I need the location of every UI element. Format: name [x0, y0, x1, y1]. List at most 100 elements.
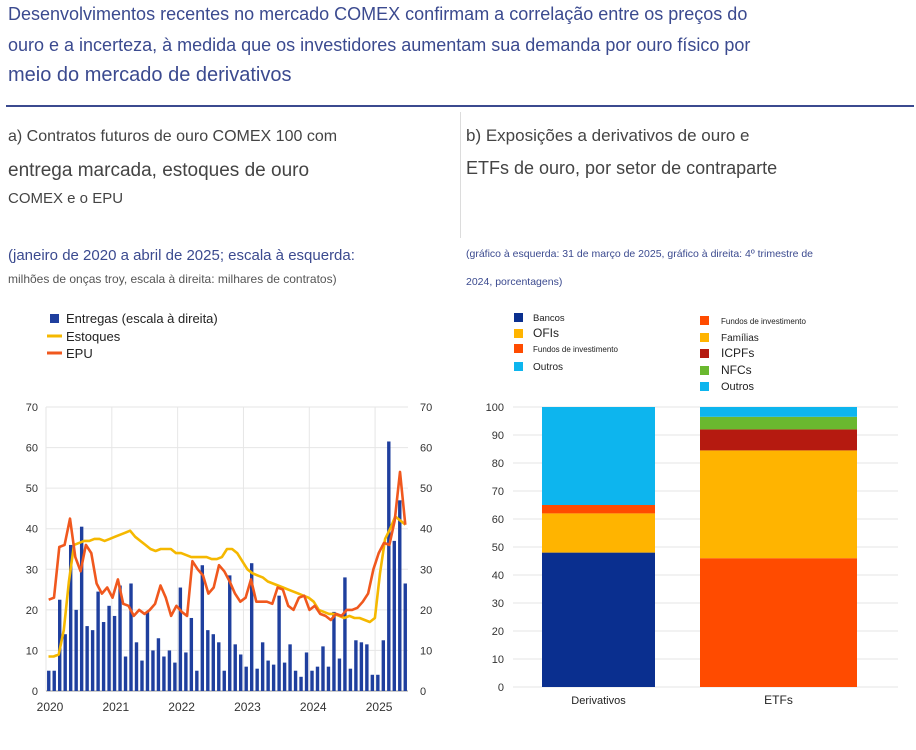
bar-entregas [310, 670, 314, 691]
bar-entregas [129, 583, 133, 691]
bar-entregas [47, 670, 51, 691]
y-right-tick: 40 [420, 524, 432, 536]
line-estoques [48, 515, 407, 658]
y-left-tick: 20 [26, 605, 38, 617]
y-right-tick: 10 [420, 645, 432, 657]
bar-entregas [211, 634, 215, 691]
bar-entregas [299, 676, 303, 691]
bar-entregas [200, 565, 205, 691]
bar-entregas [90, 630, 95, 691]
y-left-tick: 10 [26, 645, 38, 657]
y-left-tick: 30 [26, 564, 38, 576]
stack-segment-fundos-de-investimento [700, 558, 857, 687]
y-tick-b: 0 [498, 682, 504, 694]
bar-entregas [140, 660, 144, 691]
bar-entregas [376, 674, 380, 691]
bar-entregas [332, 611, 336, 691]
bar-entregas [96, 591, 100, 691]
bar-entregas [343, 577, 347, 691]
bar-entregas [156, 638, 161, 691]
bar-entregas [206, 630, 210, 691]
bar-entregas [365, 644, 369, 691]
category-label: Derivativos [571, 695, 626, 707]
bar-entregas [387, 441, 391, 691]
bar-entregas [304, 652, 309, 691]
bar-entregas [277, 595, 281, 691]
bar-entregas [52, 670, 56, 691]
y-tick-b: 20 [492, 626, 504, 638]
bar-entregas [184, 652, 188, 691]
bar-entregas [228, 575, 232, 691]
y-right-tick: 20 [420, 605, 432, 617]
bar-entregas [403, 583, 407, 691]
line-epu [48, 470, 407, 622]
legend-left-label: Outros [533, 362, 563, 373]
panel-b-note-line-2: 2024, porcentagens) [466, 276, 563, 288]
y-tick-b: 50 [492, 542, 504, 554]
bar-entregas [151, 650, 155, 691]
stack-segment-outros [700, 407, 857, 417]
legend-swatch-entregas [50, 314, 59, 323]
y-left-tick: 0 [32, 686, 38, 698]
y-tick-b: 10 [492, 654, 504, 666]
y-left-tick: 40 [26, 524, 38, 536]
title-divider [6, 105, 914, 107]
bar-entregas [359, 642, 364, 691]
legend-left-label: OFIs [533, 326, 559, 340]
legend-right-swatch [700, 382, 709, 391]
bar-entregas [123, 656, 128, 691]
bar-entregas [85, 626, 89, 691]
bar-entregas [266, 660, 270, 691]
x-tick: 2021 [102, 700, 129, 714]
panel-b-note-line-1: (gráfico à esquerda: 31 de março de 2025… [466, 248, 814, 260]
legend-left-swatch [514, 313, 523, 322]
legend-right-swatch [700, 349, 709, 358]
page-title-line-1: Desenvolvimentos recentes no mercado COM… [8, 4, 748, 24]
bar-entregas [107, 605, 111, 691]
bar-entregas [233, 644, 237, 691]
bar-entregas [326, 666, 331, 691]
bar-entregas [255, 668, 259, 691]
x-tick: 2025 [366, 700, 393, 714]
legend-label-epu: EPU [66, 346, 93, 361]
legend-left-swatch [514, 344, 523, 353]
y-right-tick: 70 [420, 402, 432, 414]
page-title-line-3: meio do mercado de derivativos [8, 64, 292, 86]
panel-b-title-line-1: b) Exposições a derivativos de ouro e [466, 126, 750, 145]
bar-entregas [239, 654, 243, 691]
bar-entregas [398, 500, 402, 691]
bar-entregas [260, 642, 265, 691]
legend-right-label: Outros [721, 381, 755, 393]
y-right-tick: 0 [420, 686, 426, 698]
legend-right-label: Fundos de investimento [721, 317, 806, 326]
y-right-tick: 50 [420, 483, 432, 495]
legend-left-label: Fundos de investimento [533, 345, 618, 354]
legend-right-swatch [700, 333, 709, 342]
stack-segment-bancos [542, 552, 655, 687]
y-right-tick: 60 [420, 443, 432, 455]
legend-left-swatch [514, 362, 523, 371]
y-tick-b: 80 [492, 458, 504, 470]
y-tick-b: 60 [492, 514, 504, 526]
y-tick-b: 90 [492, 430, 504, 442]
bar-entregas [348, 668, 353, 691]
stack-segment-famílias [700, 450, 857, 559]
bar-entregas [354, 640, 358, 691]
panel-a-note-line-1: (janeiro de 2020 a abril de 2025; escala… [8, 247, 355, 264]
bar-entregas [167, 650, 172, 691]
x-tick: 2024 [300, 700, 327, 714]
stack-segment-icpfs [700, 429, 857, 451]
bar-entregas [282, 662, 287, 691]
bar-entregas [79, 526, 84, 691]
bar-entregas [173, 662, 177, 691]
bar-entregas [162, 656, 166, 691]
legend-left-swatch [514, 329, 523, 338]
bar-entregas [370, 674, 375, 691]
bar-entregas [189, 617, 194, 691]
bar-entregas [392, 540, 396, 691]
x-tick: 2022 [168, 700, 195, 714]
y-left-tick: 60 [26, 443, 38, 455]
stack-segment-nfcs [700, 416, 857, 430]
x-tick: 2023 [234, 700, 261, 714]
